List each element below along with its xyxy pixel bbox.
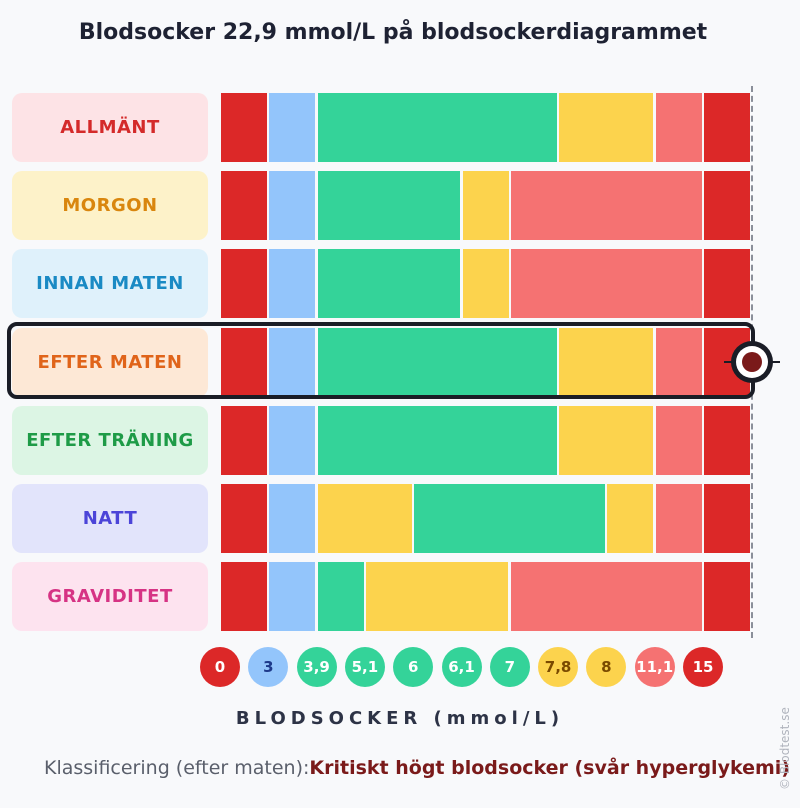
tick-label: 11,1 [634,647,675,687]
range-segment [221,484,267,553]
range-segment [462,171,509,241]
tick-label: 15 [683,647,723,687]
range-segment [317,405,557,475]
tick-label: 6,1 [441,647,482,687]
range-segment [607,484,654,553]
range-segment [221,405,267,475]
range-segment [317,249,461,319]
range-segment [559,93,654,162]
range-segment [704,93,750,162]
row-label: MORGON [12,171,208,241]
range-segment [221,327,267,397]
row-label: ALLMÄNT [12,93,208,162]
x-axis-label: BLODSOCKER (mmol/L) [235,708,565,729]
marker-ring [736,346,768,378]
range-segment [269,405,316,475]
tick-label: 0 [200,647,240,687]
classification-text: Klassificering (efter maten):Kritiskt hö… [44,757,790,779]
highlighted-row-frame [7,322,755,399]
range-segment [317,562,364,632]
chart-title: Blodsocker 22,9 mmol/L på blodsockerdiag… [78,20,708,45]
range-segment [655,93,702,162]
tick-label: 7,8 [538,647,579,687]
range-segment [704,562,750,632]
range-segment [317,484,412,553]
range-segment [221,93,267,162]
range-segment [655,405,702,475]
range-segment [510,562,702,632]
range-segment [269,93,316,162]
range-segment [221,249,267,319]
range-segment [221,562,267,632]
row-label: EFTER MATEN [12,327,208,397]
range-segment [655,327,702,397]
range-segment [462,249,509,319]
range-segment [269,171,316,241]
range-segment [269,562,316,632]
range-segment [317,171,461,241]
range-segment [317,93,557,162]
range-segment [269,327,316,397]
marker-dot [742,352,762,372]
row-label: GRAVIDITET [12,562,208,632]
classification-value: Kritiskt högt blodsocker (svår hyperglyk… [309,757,790,779]
value-marker [731,341,773,383]
tick-label: 3,9 [296,647,337,687]
range-segment [655,484,702,553]
range-segment [704,484,750,553]
range-segment [704,171,750,241]
credit-text: © Blodtest.se [778,707,792,790]
tick-label: 7 [489,647,530,687]
classification-prefix: Klassificering (efter maten): [44,757,310,779]
range-segment [269,484,316,553]
range-segment [510,249,702,319]
tick-label: 6 [393,647,434,687]
range-segment [510,171,702,241]
tick-label: 8 [586,647,627,687]
range-segment [269,249,316,319]
range-segment [414,484,606,553]
range-segment [559,327,654,397]
tick-label: 3 [248,647,289,687]
range-segment [221,171,267,241]
row-label: NATT [12,484,208,553]
range-segment [559,405,654,475]
range-segment [704,405,750,475]
range-segment [317,327,557,397]
range-segment [365,562,509,632]
tick-label: 5,1 [344,647,385,687]
range-segment [704,249,750,319]
row-label: INNAN MATEN [12,249,208,319]
row-label: EFTER TRÄNING [12,405,208,475]
